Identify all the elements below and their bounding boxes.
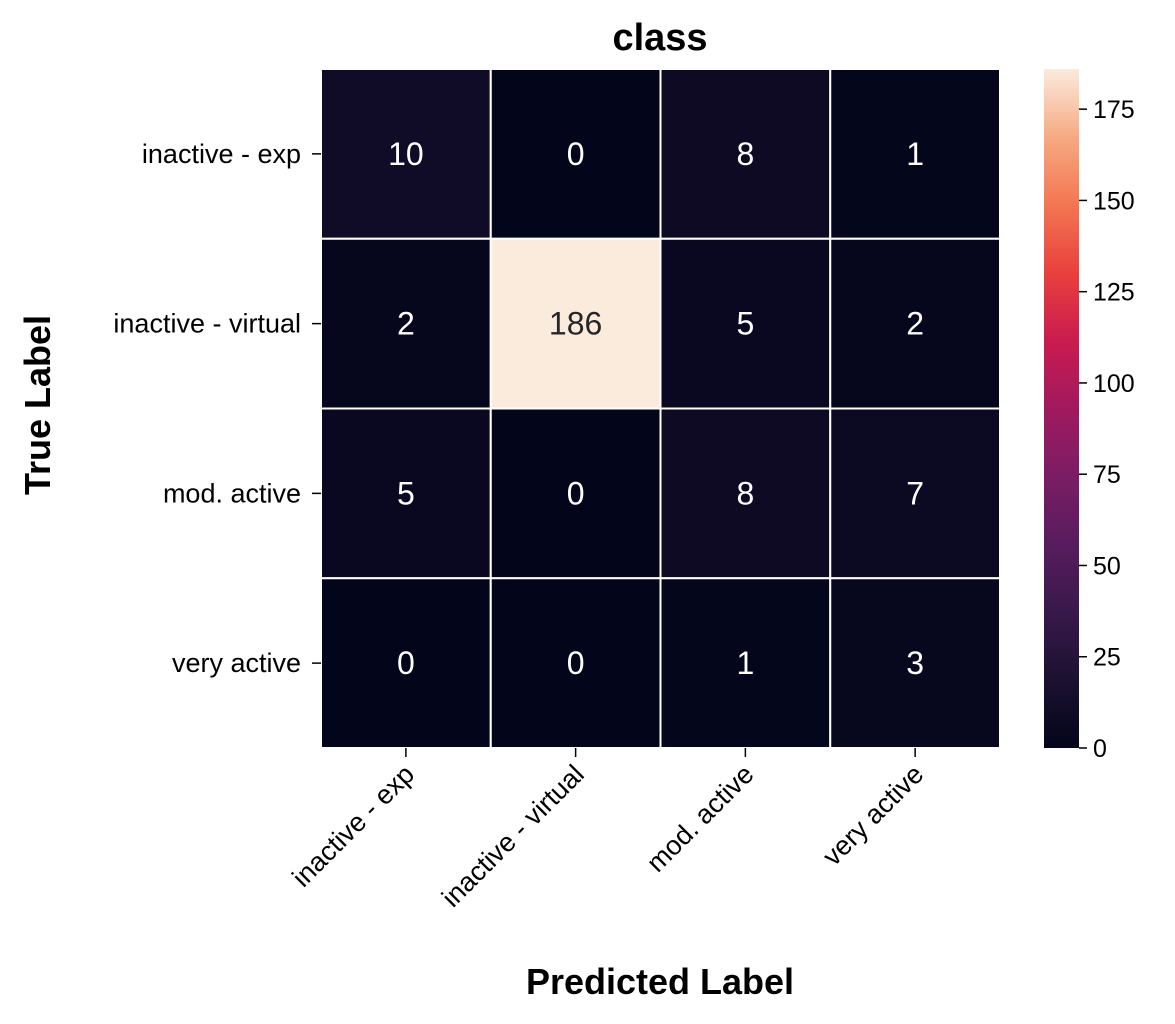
x-tick-label: very active — [817, 759, 929, 871]
heatmap-cell — [320, 237, 492, 410]
cell-value-label: 1 — [906, 136, 924, 172]
colorbar-tick-label: 75 — [1093, 461, 1121, 489]
heatmap-cell — [489, 237, 662, 410]
chart-title: class — [612, 17, 707, 59]
cell-value-label: 8 — [736, 475, 754, 511]
colorbar-tick-label: 125 — [1093, 279, 1135, 307]
cell-value-label: 8 — [736, 136, 754, 172]
heatmap-cell — [829, 577, 1001, 749]
cell-value-label: 0 — [567, 475, 585, 511]
x-tick-label: inactive - virtual — [436, 759, 590, 913]
cell-value-label: 0 — [567, 136, 585, 172]
cell-value-label: 7 — [906, 475, 924, 511]
x-tick-label: mod. active — [641, 759, 760, 878]
colorbar-tick-label: 0 — [1093, 735, 1107, 763]
heatmap-cells — [320, 68, 1001, 749]
heatmap-cell — [320, 68, 492, 240]
x-axis-ticks: inactive - exp inactive - virtual mod. act… — [286, 748, 929, 913]
cell-value-label: 186 — [549, 306, 602, 342]
heatmap-cell — [320, 577, 492, 749]
heatmap-cell — [489, 68, 662, 240]
cell-value-label: 2 — [397, 306, 415, 342]
y-tick-label: very active — [172, 648, 301, 678]
heatmap-cell — [489, 577, 662, 749]
cell-value-label: 5 — [397, 475, 415, 511]
y-tick-label: inactive - virtual — [113, 309, 301, 339]
y-axis-ticks: inactive - exp inactive - virtual mod. act… — [113, 139, 321, 678]
colorbar: 0 25 50 75 100 125 150 175 — [1044, 69, 1135, 763]
colorbar-tick-label: 100 — [1093, 370, 1135, 398]
heatmap-cell — [829, 407, 1001, 580]
cell-value-label: 0 — [397, 645, 415, 681]
heatmap-cell — [829, 68, 1001, 240]
cell-value-label: 10 — [388, 136, 424, 172]
cell-value-label: 1 — [736, 645, 754, 681]
cell-value-label: 3 — [906, 645, 924, 681]
colorbar-tick-label: 150 — [1093, 187, 1135, 215]
heatmap-cell — [659, 68, 832, 240]
x-axis-label: Predicted Label — [526, 961, 794, 1002]
cell-value-label: 5 — [736, 306, 754, 342]
heatmap-cell-values: 10 0 8 1 2 186 5 2 5 0 8 7 0 0 1 3 — [388, 136, 924, 681]
heatmap-cell — [829, 237, 1001, 410]
colorbar-tick-label: 175 — [1093, 96, 1135, 124]
y-tick-label: inactive - exp — [142, 139, 301, 169]
y-tick-label: mod. active — [163, 478, 301, 508]
x-tick-label: inactive - exp — [286, 759, 420, 893]
colorbar-tick-label: 50 — [1093, 552, 1121, 580]
cell-value-label: 0 — [567, 645, 585, 681]
heatmap-cell — [489, 407, 662, 580]
y-axis-label: True Label — [17, 315, 58, 495]
colorbar-gradient — [1044, 69, 1079, 748]
cell-value-label: 2 — [906, 306, 924, 342]
colorbar-tick-label: 25 — [1093, 644, 1121, 672]
